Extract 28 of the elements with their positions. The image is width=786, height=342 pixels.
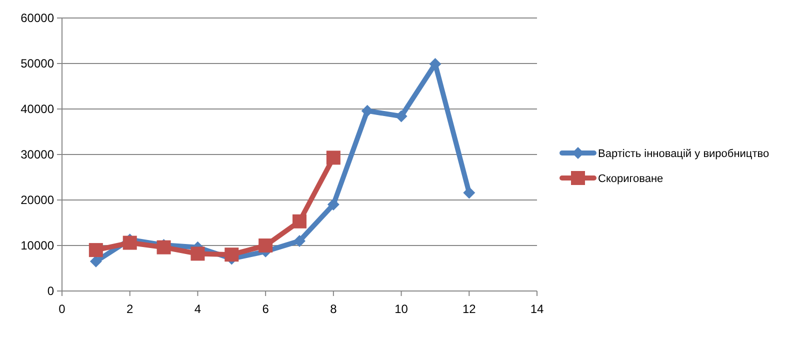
y-tick-label: 30000	[20, 148, 54, 162]
point	[292, 214, 306, 228]
x-tick-label: 0	[58, 302, 66, 316]
y-tick-label: 40000	[20, 102, 54, 116]
x-tick-label: 8	[330, 302, 338, 316]
point	[326, 150, 340, 165]
y-tick-label: 0	[47, 284, 54, 298]
point	[190, 246, 205, 261]
x-tick-label: 4	[194, 302, 202, 316]
x-tick-label: 14	[530, 302, 544, 316]
point	[88, 243, 103, 258]
point	[224, 248, 239, 262]
y-tick-label: 60000	[20, 11, 54, 25]
x-tick-label: 12	[462, 302, 476, 316]
y-tick-label: 50000	[20, 56, 54, 70]
legend-label: Вартість інновацій у виробництво	[598, 148, 770, 160]
point	[122, 236, 137, 250]
point	[327, 198, 340, 211]
point	[463, 186, 476, 199]
point	[156, 240, 171, 254]
y-tick-label: 20000	[20, 193, 54, 207]
legend-label: Скориговане	[598, 173, 664, 185]
point	[258, 238, 273, 252]
y-tick-label: 10000	[20, 238, 54, 252]
point	[294, 234, 306, 247]
x-tick-label: 2	[126, 302, 134, 316]
x-tick-label: 6	[262, 302, 270, 316]
x-tick-label: 10	[394, 302, 408, 316]
